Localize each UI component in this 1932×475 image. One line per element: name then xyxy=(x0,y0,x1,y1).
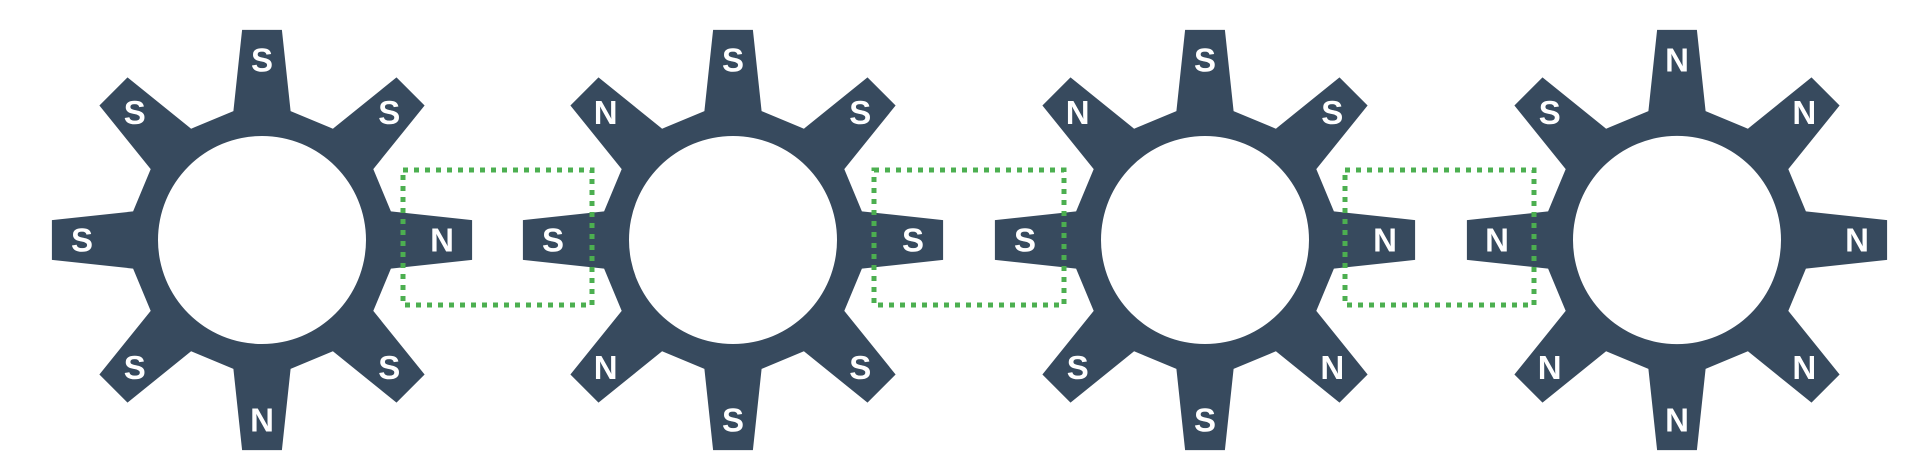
pole-label-top: S xyxy=(1194,42,1216,79)
gear-1: N S N S S S S S xyxy=(51,29,473,451)
pole-label-bottom: S xyxy=(1194,402,1216,439)
pole-label-left: N xyxy=(1485,222,1509,259)
interface-highlight-box-1 xyxy=(400,167,595,308)
gear-body xyxy=(51,29,473,451)
pole-label-top: S xyxy=(251,42,273,79)
pole-label-top-left: N xyxy=(594,94,618,131)
pole-label-top-right: S xyxy=(849,94,871,131)
pole-label-top-left: N xyxy=(1066,94,1090,131)
pole-label-top: S xyxy=(722,42,744,79)
pole-label-left: S xyxy=(542,222,564,259)
gear-body xyxy=(1466,29,1888,451)
pole-label-top-left: S xyxy=(1539,94,1561,131)
pole-label-top-left: S xyxy=(124,94,146,131)
pole-label-bottom-right: N xyxy=(1320,349,1344,386)
interface-highlight-box-3 xyxy=(1342,167,1537,308)
gear-2: S S S N S N S S xyxy=(522,29,944,451)
pole-label-left: S xyxy=(71,222,93,259)
pole-label-bottom-right: S xyxy=(378,349,400,386)
pole-label-right: S xyxy=(902,222,924,259)
gear-3: N N S S S N S S xyxy=(994,29,1416,451)
pole-label-bottom-right: N xyxy=(1792,349,1816,386)
pole-label-bottom: N xyxy=(250,402,274,439)
pole-label-bottom-left: S xyxy=(1067,349,1089,386)
pole-label-top-right: N xyxy=(1792,94,1816,131)
pole-label-right: N xyxy=(430,222,454,259)
pole-label-top: N xyxy=(1665,42,1689,79)
interface-highlight-box-2 xyxy=(871,167,1067,308)
pole-label-bottom-right: S xyxy=(849,349,871,386)
pole-label-right: N xyxy=(1845,222,1869,259)
gear-body xyxy=(994,29,1416,451)
pole-label-bottom-left: S xyxy=(124,349,146,386)
gear-4: N N N N N S N N xyxy=(1466,29,1888,451)
pole-label-top-right: S xyxy=(378,94,400,131)
gear-body xyxy=(522,29,944,451)
pole-label-bottom-left: N xyxy=(594,349,618,386)
pole-label-bottom-left: N xyxy=(1538,349,1562,386)
pole-label-bottom: S xyxy=(722,402,744,439)
pole-label-left: S xyxy=(1014,222,1036,259)
pole-label-top-right: S xyxy=(1321,94,1343,131)
pole-label-bottom: N xyxy=(1665,402,1689,439)
pole-label-right: N xyxy=(1373,222,1397,259)
